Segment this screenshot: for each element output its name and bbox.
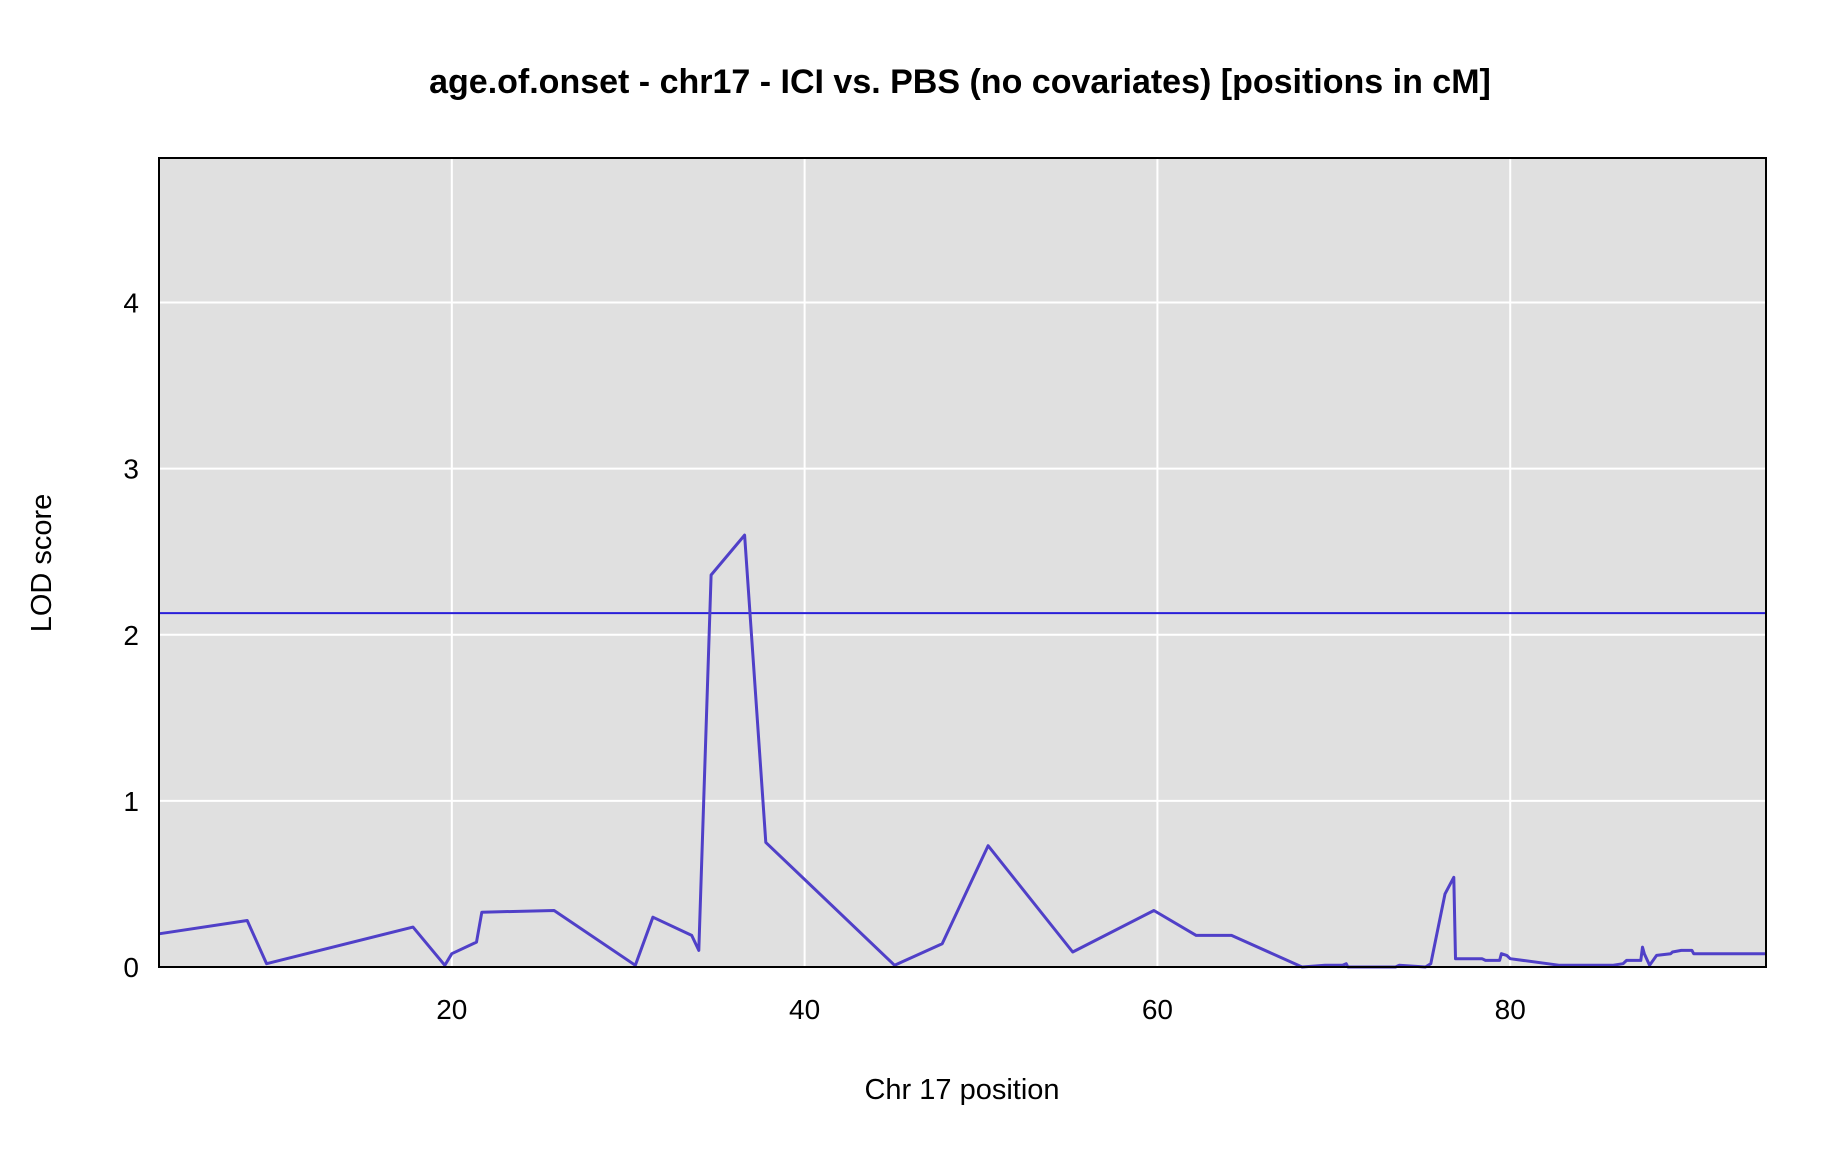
y-tick-label-0: 0 [123, 952, 139, 983]
y-axis-ticks: 0 1 2 3 4 [123, 288, 139, 983]
y-axis-label: LOD score [26, 494, 58, 633]
x-tick-label-40: 40 [789, 994, 820, 1025]
x-axis-label: Chr 17 position [864, 1074, 1059, 1106]
x-tick-label-60: 60 [1142, 994, 1173, 1025]
x-tick-label-20: 20 [436, 994, 467, 1025]
plot-background [159, 158, 1766, 967]
y-tick-label-1: 1 [123, 786, 139, 817]
plot-frame [158, 157, 1767, 968]
vertical-gridlines [450, 158, 1512, 967]
chart-title: age.of.onset - chr17 - ICI vs. PBS (no c… [429, 63, 1491, 101]
x-tick-label-80: 80 [1495, 994, 1526, 1025]
y-tick-label-3: 3 [123, 454, 139, 485]
y-tick-label-4: 4 [123, 288, 139, 319]
x-axis-ticks: 20 40 60 80 [436, 994, 1526, 1025]
y-tick-label-2: 2 [123, 620, 139, 651]
